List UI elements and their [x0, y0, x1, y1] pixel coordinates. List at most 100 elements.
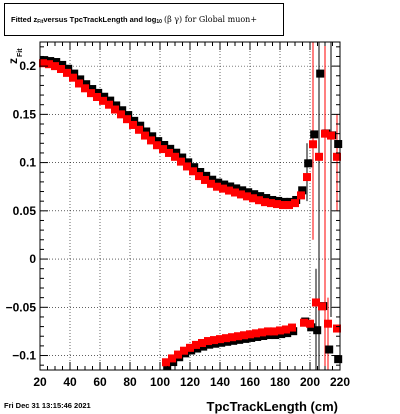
black-upper-point — [232, 184, 241, 193]
y-axis-label-sub: Fit — [17, 48, 24, 57]
red-lower-point — [174, 350, 182, 359]
red-lower-point — [276, 326, 284, 335]
black-upper-point — [82, 80, 91, 89]
y-tick-label: 0.2 — [19, 59, 36, 73]
red-upper-point — [303, 173, 311, 182]
red-upper-point — [87, 89, 95, 98]
red-lower-point — [312, 298, 320, 307]
red-lower-point — [162, 358, 170, 367]
red-upper-point — [153, 141, 161, 150]
red-upper-point — [105, 100, 113, 109]
black-upper-point — [256, 192, 265, 201]
tick-labels: 20 40 60 80 100 120 140 160 180 200 220 −0.1 −0.05 0 0… — [6, 59, 351, 389]
black-upper-point — [76, 75, 85, 84]
red-upper-point — [93, 92, 101, 101]
black-upper-point — [316, 69, 325, 78]
red-lower-point — [168, 354, 176, 363]
red-lower-point — [264, 327, 272, 336]
red-upper-point — [255, 196, 263, 205]
red-lower-point — [210, 336, 218, 345]
black-upper-point — [262, 194, 271, 203]
red-upper-point — [183, 162, 191, 171]
black-upper-point — [136, 121, 145, 130]
black-upper-point — [94, 88, 103, 97]
red-upper-point — [285, 201, 293, 210]
black-upper-point — [124, 111, 133, 120]
red-upper-point — [81, 84, 89, 93]
black-upper-point — [226, 182, 235, 191]
red-upper-point — [237, 190, 245, 199]
red-lower-point — [300, 318, 308, 327]
red-lower-point — [318, 302, 326, 311]
red-upper-point — [225, 186, 233, 195]
red-upper-point — [219, 184, 227, 193]
black-upper-point — [310, 130, 319, 139]
y-tick-label: −0.05 — [6, 300, 37, 314]
y-axis-label: z Fit — [6, 48, 24, 64]
black-upper-point — [178, 153, 187, 162]
red-upper-point — [75, 79, 83, 88]
red-upper-point — [123, 115, 131, 124]
black-upper-point — [160, 140, 169, 149]
red-upper-point — [129, 120, 137, 129]
axis-ticks — [39, 42, 341, 370]
red-upper-point — [315, 152, 323, 161]
red-lower-point — [324, 319, 332, 328]
x-tick-label: 80 — [123, 375, 137, 389]
red-upper-point — [69, 73, 77, 82]
red-upper-point — [201, 175, 209, 184]
grid-layer — [40, 42, 340, 370]
black-upper-point — [148, 132, 157, 141]
red-upper-point — [165, 148, 173, 157]
x-tick-label: 120 — [180, 375, 200, 389]
black-upper-point — [304, 159, 313, 168]
red-upper-point — [213, 182, 221, 191]
red-lower-point — [270, 327, 278, 336]
title-sub2: 10 — [156, 18, 162, 25]
title-part3: (β γ) for Global muon+ — [163, 15, 258, 24]
red-upper-point — [117, 110, 125, 119]
red-lower-point — [216, 335, 224, 344]
black-upper-point — [106, 96, 115, 105]
red-lower-point — [222, 334, 230, 343]
black-upper-point — [166, 144, 175, 153]
x-tick-label: 220 — [330, 375, 350, 389]
red-lower-point — [258, 328, 266, 337]
red-upper-point — [231, 188, 239, 197]
red-lower-point — [282, 325, 290, 334]
red-upper-point — [45, 60, 53, 69]
black-upper-point — [184, 158, 193, 167]
y-tick-label: 0.05 — [13, 204, 37, 218]
x-tick-label: 20 — [33, 375, 47, 389]
red-upper-point — [249, 194, 257, 203]
x-tick-label: 60 — [93, 375, 107, 389]
red-upper-point — [39, 59, 47, 68]
black-upper-point — [142, 127, 151, 136]
red-upper-point — [159, 145, 167, 154]
red-upper-point — [327, 131, 335, 140]
title-part2: versus TpcTrackLength and log — [43, 15, 157, 24]
red-upper-point — [279, 201, 287, 210]
footer-timestamp: Fri Dec 31 13:15:46 2021 — [4, 401, 91, 410]
black-upper-point — [208, 175, 217, 184]
red-upper-point — [333, 152, 341, 161]
black-upper-point — [130, 116, 139, 125]
y-tick-label: 0.1 — [19, 156, 36, 170]
red-lower-point — [252, 329, 260, 338]
red-upper-point — [321, 129, 329, 138]
black-lower-point — [325, 345, 334, 354]
black-upper-point — [52, 58, 61, 67]
x-tick-label: 40 — [63, 375, 77, 389]
x-tick-label: 180 — [270, 375, 290, 389]
red-upper-point — [51, 62, 59, 71]
red-upper-point — [141, 131, 149, 140]
black-upper-point — [172, 148, 181, 157]
red-lower-point — [306, 319, 314, 328]
red-upper-point — [273, 200, 281, 209]
black-upper-point — [70, 69, 79, 78]
data-points — [39, 56, 343, 370]
x-tick-label: 100 — [150, 375, 170, 389]
black-upper-point — [154, 137, 163, 146]
y-tick-label: 0.15 — [13, 107, 37, 121]
